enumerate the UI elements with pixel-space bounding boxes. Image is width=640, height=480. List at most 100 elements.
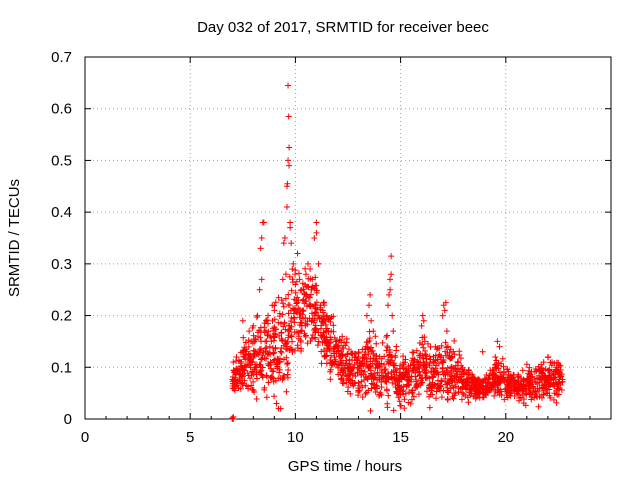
data-point (460, 371, 467, 378)
data-point (372, 333, 379, 340)
data-point (387, 286, 394, 293)
data-point (271, 324, 278, 331)
data-point (538, 365, 545, 372)
data-point (372, 365, 379, 372)
data-point (458, 396, 465, 403)
data-point (261, 384, 268, 391)
data-point (402, 390, 409, 397)
data-point (313, 299, 320, 306)
data-point (311, 334, 318, 341)
data-point (415, 391, 422, 398)
y-tick-label: 0.5 (51, 152, 72, 169)
data-point (272, 377, 279, 384)
data-point (283, 360, 290, 367)
data-point (266, 343, 273, 350)
data-point (276, 332, 283, 339)
data-point (366, 338, 373, 345)
data-point (312, 322, 319, 329)
data-point (271, 334, 278, 341)
data-point (308, 286, 315, 293)
data-point (433, 395, 440, 402)
data-point (334, 361, 341, 368)
data-point (261, 355, 268, 362)
data-point (263, 372, 270, 379)
data-point (555, 391, 562, 398)
data-point (335, 348, 342, 355)
data-point (382, 377, 389, 384)
data-point (327, 376, 334, 383)
data-point (528, 368, 535, 375)
data-point (501, 396, 508, 403)
data-point (286, 162, 293, 169)
data-point (410, 349, 417, 356)
data-point (283, 388, 290, 395)
data-point (471, 378, 478, 385)
data-point (476, 381, 483, 388)
data-point (284, 180, 291, 187)
data-point (233, 365, 240, 372)
data-point (387, 359, 394, 366)
data-point (413, 381, 420, 388)
data-point (258, 235, 265, 241)
data-point (399, 364, 406, 371)
data-point (386, 291, 393, 298)
data-point (553, 399, 560, 406)
data-point (234, 382, 241, 389)
data-point (401, 405, 408, 412)
data-point (294, 250, 301, 257)
data-point (546, 372, 553, 379)
data-point (388, 253, 395, 260)
data-point (241, 344, 248, 351)
data-point (318, 360, 325, 367)
data-point (489, 367, 496, 374)
data-point (451, 392, 458, 399)
data-point (556, 376, 563, 383)
data-point (292, 289, 299, 296)
data-point (327, 352, 334, 359)
data-point (261, 324, 268, 331)
data-point (462, 392, 469, 399)
data-point (272, 331, 279, 338)
data-point (551, 374, 558, 381)
data-points (229, 82, 566, 422)
data-point (239, 317, 246, 324)
data-point (334, 343, 341, 350)
data-point (350, 370, 357, 377)
data-point (256, 361, 263, 368)
data-point (307, 303, 314, 310)
data-point (230, 413, 237, 420)
x-tick-label: 15 (392, 429, 409, 446)
data-point (273, 400, 280, 407)
data-point (271, 307, 278, 314)
data-point (378, 379, 385, 386)
data-point (335, 347, 342, 354)
data-point (229, 376, 236, 383)
data-point (390, 368, 397, 375)
data-point (416, 372, 423, 379)
data-point (269, 302, 276, 309)
data-point (315, 260, 322, 267)
data-point (519, 387, 526, 394)
data-point (390, 328, 397, 335)
data-point (339, 366, 346, 373)
data-point (294, 294, 301, 301)
data-point (558, 387, 565, 394)
data-point (443, 344, 450, 351)
data-point (426, 384, 433, 391)
data-point (492, 380, 499, 387)
data-point (231, 380, 238, 387)
data-point (339, 352, 346, 359)
data-point (330, 322, 337, 329)
data-point (446, 380, 453, 387)
data-point (345, 384, 352, 391)
data-point (420, 355, 427, 362)
data-point (545, 367, 552, 374)
data-point (413, 347, 420, 354)
data-point (253, 396, 260, 403)
data-point (258, 345, 265, 352)
data-point (256, 286, 263, 293)
data-point (336, 337, 343, 344)
data-point (419, 352, 426, 359)
data-point (408, 389, 415, 396)
data-point (279, 376, 286, 383)
